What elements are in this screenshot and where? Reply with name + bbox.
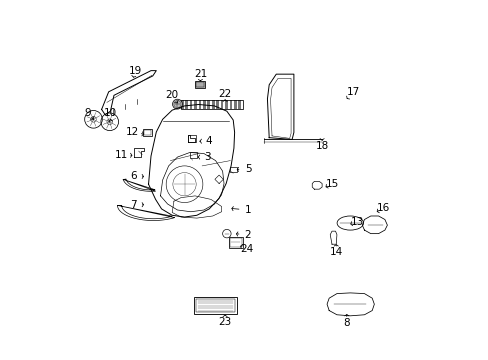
Text: 10: 10 [103, 108, 117, 118]
Text: 13: 13 [350, 217, 363, 227]
Polygon shape [207, 100, 210, 109]
Polygon shape [189, 100, 192, 109]
Text: 8: 8 [343, 318, 349, 328]
Text: 6: 6 [130, 171, 137, 181]
Text: 11: 11 [115, 150, 128, 160]
Text: 2: 2 [244, 230, 251, 240]
Text: 22: 22 [218, 89, 231, 99]
Polygon shape [229, 100, 232, 109]
Text: 14: 14 [329, 247, 342, 257]
Text: 7: 7 [130, 200, 137, 210]
Polygon shape [224, 100, 227, 109]
Text: 23: 23 [218, 317, 231, 327]
Text: 20: 20 [165, 90, 179, 100]
Text: 4: 4 [205, 136, 212, 146]
Text: 3: 3 [203, 152, 210, 162]
Text: 18: 18 [315, 141, 328, 152]
Bar [181, 100, 242, 109]
Polygon shape [181, 100, 183, 109]
Polygon shape [185, 100, 188, 109]
Polygon shape [203, 100, 205, 109]
Text: 1: 1 [244, 205, 251, 215]
Text: 5: 5 [244, 165, 251, 174]
Text: 9: 9 [84, 108, 91, 118]
Circle shape [172, 99, 182, 109]
FancyBboxPatch shape [195, 81, 204, 88]
Text: 19: 19 [128, 66, 142, 76]
Polygon shape [238, 100, 241, 109]
Text: 21: 21 [193, 69, 206, 79]
Polygon shape [198, 100, 201, 109]
Polygon shape [211, 100, 214, 109]
Polygon shape [194, 100, 197, 109]
Text: 16: 16 [376, 203, 390, 213]
Polygon shape [216, 100, 219, 109]
Text: 15: 15 [325, 179, 339, 189]
Polygon shape [233, 100, 236, 109]
Text: 24: 24 [240, 244, 253, 254]
Text: 17: 17 [346, 87, 360, 97]
Text: 12: 12 [125, 127, 139, 138]
Polygon shape [220, 100, 223, 109]
